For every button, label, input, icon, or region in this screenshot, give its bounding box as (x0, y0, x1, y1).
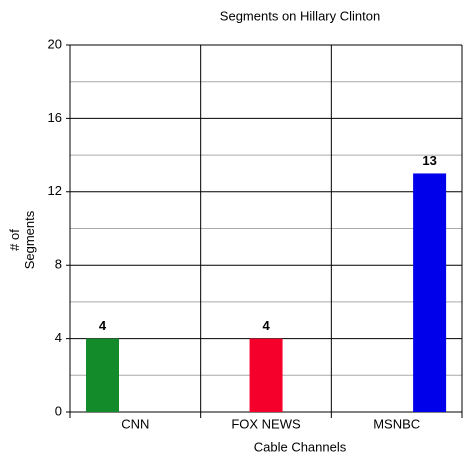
data-label: 13 (422, 153, 436, 168)
data-label: 4 (99, 318, 107, 333)
y-axis-title: # of Segments (7, 210, 37, 270)
x-axis-title: Cable Channels (254, 439, 347, 454)
x-tick-label: MSNBC (373, 416, 420, 431)
data-label: 4 (262, 318, 270, 333)
x-tick-label: CNN (121, 416, 149, 431)
y-tick-label: 0 (55, 403, 62, 418)
y-tick-label: 4 (55, 330, 62, 345)
y-tick-label: 12 (48, 183, 62, 198)
bar (413, 173, 447, 412)
chart-title: Segments on Hillary Clinton (220, 8, 380, 23)
bar (249, 338, 283, 412)
y-tick-label: 16 (48, 110, 62, 125)
x-tick-label: FOX NEWS (231, 416, 301, 431)
bar (86, 338, 119, 412)
y-tick-label: 8 (55, 257, 62, 272)
y-tick-label: 20 (48, 36, 62, 51)
